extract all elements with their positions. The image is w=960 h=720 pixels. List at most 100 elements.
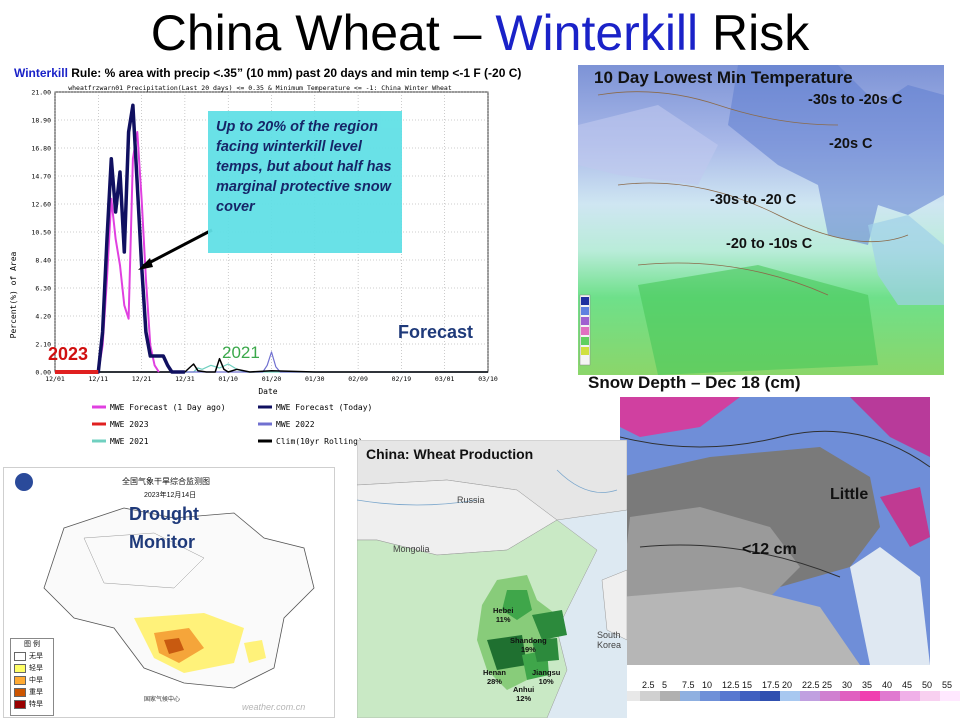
winterkill-rule: Winterkill Rule: % area with precip <.35…: [14, 66, 521, 80]
snow-scale-label: 20: [782, 680, 792, 690]
snow-depth-map: [620, 397, 930, 665]
y-tick-label: 0.00: [35, 369, 51, 377]
snow-scale-swatch: [740, 691, 760, 701]
drought-legend-swatch: [14, 687, 26, 697]
province-share: 28%: [486, 677, 502, 686]
snow-scale-swatch: [820, 691, 840, 701]
series-line-mwe-2022: [55, 351, 488, 373]
snow-scale-swatch: [800, 691, 820, 701]
x-tick-label: 12/11: [89, 375, 109, 383]
drought-legend-swatch: [14, 699, 26, 709]
country-south-korea: South Korea: [597, 630, 622, 650]
snow-scale-label: 5: [662, 680, 667, 690]
drought-label-2: Monitor: [129, 532, 195, 552]
temp-label-4: -20 to -10s C: [726, 236, 813, 252]
y-tick-label: 16.80: [31, 145, 51, 153]
province-name: Shandong: [510, 636, 547, 645]
province-hebei: Hebei 11%: [493, 606, 513, 624]
x-tick-label: 02/09: [348, 375, 368, 383]
snow-label-little: Little: [830, 486, 869, 503]
drought-legend-label: 无旱: [29, 653, 43, 660]
country-russia: Russia: [457, 495, 485, 505]
temp-map-title: 10 Day Lowest Min Temperature: [594, 68, 853, 87]
temp-label-2: -20s C: [829, 136, 873, 152]
y-axis-label: Percent(%) of Area: [9, 251, 18, 338]
drought-legend-item: 重旱: [14, 687, 50, 697]
x-tick-label: 03/10: [478, 375, 498, 383]
province-name: Hebei: [493, 606, 514, 615]
drought-legend-item: 无旱: [14, 651, 50, 661]
title-text-1: China Wheat –: [150, 5, 496, 61]
drought-legend-label: 轻旱: [29, 665, 43, 672]
legend-label: MWE 2023: [110, 420, 149, 429]
snow-scale-label: 15: [742, 680, 752, 690]
drought-header: 全国气象干旱综合监测图: [122, 477, 210, 486]
callout-arrow: [142, 228, 213, 268]
y-tick-label: 18.90: [31, 117, 51, 125]
drought-legend-swatch: [14, 651, 26, 661]
province-share: 11%: [495, 615, 511, 624]
drought-legend-item: 中旱: [14, 675, 50, 685]
snow-scale-label: 40: [882, 680, 892, 690]
x-tick-label: 01/30: [305, 375, 325, 383]
annotation-forecast: Forecast: [398, 322, 473, 342]
snow-scale-label: 2.5: [642, 680, 655, 690]
x-tick-label: 12/31: [175, 375, 195, 383]
series-line-mwe-forecast-today-: [55, 103, 185, 374]
y-tick-label: 4.20: [35, 313, 51, 321]
annotation-2023: 2023: [48, 344, 88, 364]
drought-legend: 图 例 无旱轻旱中旱重旱特旱: [10, 638, 54, 716]
province-shandong: Shandong 19%: [510, 636, 547, 654]
country-mongolia: Mongolia: [393, 544, 430, 554]
rule-text: Rule: % area with precip <.35” (10 mm) p…: [67, 66, 522, 80]
x-tick-label: 02/19: [392, 375, 412, 383]
snow-scale-swatch: [780, 691, 800, 701]
drought-map-image: [15, 473, 315, 689]
province-share: 19%: [520, 645, 536, 654]
snow-scale-label: 50: [922, 680, 932, 690]
province-jiangsu: Jiangsu 10%: [532, 668, 560, 686]
drought-footer: 国家气候中心: [144, 697, 181, 703]
legend-label: Clim(10yr Rolling): [276, 437, 363, 446]
series-line-mwe-forecast-1-day-ago-: [97, 131, 160, 373]
y-tick-label: 6.30: [35, 285, 51, 293]
province-name: Henan: [483, 668, 506, 677]
wheat-map-title: China: Wheat Production: [366, 446, 534, 462]
snow-scale-swatch: [640, 691, 660, 701]
drought-legend-item: 特旱: [14, 699, 50, 709]
snow-scale-swatch: [620, 691, 640, 701]
x-tick-label: 12/01: [45, 375, 65, 383]
drought-watermark: weather.com.cn: [242, 702, 306, 712]
drought-legend-title: 图 例: [24, 641, 40, 648]
drought-legend-label: 重旱: [29, 689, 43, 696]
snow-scale-swatch: [760, 691, 780, 701]
snow-scale-label: 45: [902, 680, 912, 690]
snow-scale-swatch: [720, 691, 740, 701]
y-tick-label: 2.10: [35, 341, 51, 349]
x-tick-label: 12/21: [132, 375, 152, 383]
snow-label-12cm: <12 cm: [742, 541, 797, 558]
temp-label-3: -30s to -20 C: [710, 192, 797, 208]
drought-legend-swatch: [14, 675, 26, 685]
temperature-map-image: [578, 65, 944, 375]
snow-scale-label: 55: [942, 680, 952, 690]
snow-scale-label: 10: [702, 680, 712, 690]
province-share: 10%: [538, 677, 554, 686]
drought-monitor-map: 全国气象干旱综合监测图 2023年12月14日 Drought Monitor …: [3, 467, 335, 718]
legend-label: MWE Forecast (Today): [276, 403, 372, 412]
x-axis-label: Date: [258, 387, 277, 396]
drought-label-1: Drought: [129, 504, 199, 524]
drought-date: 2023年12月14日: [144, 492, 197, 499]
snow-scale-swatch: [940, 691, 960, 701]
province-henan: Henan 28%: [483, 668, 506, 686]
y-tick-label: 21.00: [31, 89, 51, 97]
snow-scale-swatch: [840, 691, 860, 701]
snow-scale-label: 30: [842, 680, 852, 690]
snow-scale-swatch: [660, 691, 680, 701]
snow-scale-swatch: [880, 691, 900, 701]
province-name: Anhui: [513, 685, 535, 694]
snow-scale-label: 25: [822, 680, 832, 690]
callout-arrow-head: [138, 258, 153, 270]
snow-scale-swatch: [920, 691, 940, 701]
